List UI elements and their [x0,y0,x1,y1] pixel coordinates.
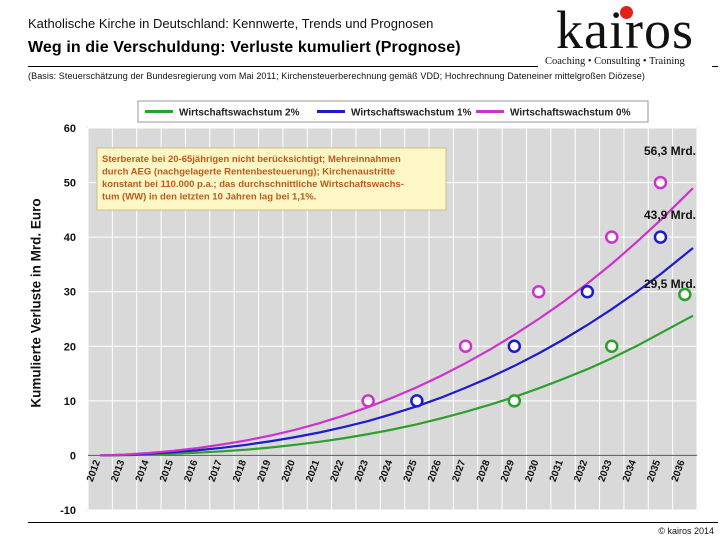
data-marker [580,284,595,299]
data-marker [678,287,692,302]
series-line-end [684,247,694,256]
annotation-line: Sterberate bei 20-65jährigen nicht berüc… [102,154,401,165]
slide-title: Weg in die Verschuldung: Verluste kumuli… [28,39,461,56]
title-rule [28,66,538,67]
series-line-end [684,187,694,197]
y-tick-label: 40 [64,232,76,244]
basis-note: (Basis: Steuerschätzung der Bundesregier… [28,71,645,81]
data-marker [653,175,668,190]
series-line [100,253,686,457]
legend-box [137,100,649,123]
y-tick-label: 60 [64,123,76,135]
data-marker [604,230,619,244]
y-tick-label: 20 [64,341,76,353]
logo-dot [620,6,633,19]
annotation: Sterberate bei 20-65jährigen nicht berüc… [96,147,447,211]
data-marker [361,394,375,408]
data-marker [410,394,424,408]
annotation-line: durch AEG (nachgelagerte Rentenbesteueru… [102,167,395,178]
data-marker [604,339,619,354]
data-marker [531,284,546,299]
annotation-line: tum (WW) in den letzten 10 Jahren lag be… [102,192,316,203]
y-tick-label: 30 [64,287,76,299]
data-marker [507,339,522,354]
series-end-label: 43,9 Mrd. [644,208,696,222]
y-tick-label: 0 [70,450,76,462]
legend-entry: Wirtschaftswachstum 2% [179,108,300,119]
series-end-label: 29,5 Mrd. [644,277,696,291]
annotation-line: konstant bei 110.000 p.a.; das durchschn… [102,179,404,190]
data-marker [653,230,668,244]
copyright: © kairos 2014 [658,526,714,536]
data-marker [507,394,522,408]
y-tick-label: -10 [60,505,76,517]
slide-subtitle: Katholische Kirche in Deutschland: Kennw… [28,16,434,31]
y-tick-label: 10 [64,396,76,408]
data-marker [458,339,473,354]
series-line-end [684,314,694,322]
logo-tagline: Coaching • Consulting • Training [545,56,685,67]
legend-entry: Wirtschaftswachstum 1% [351,108,472,119]
y-tick-label: 50 [64,178,76,190]
series-end-label: 56,3 Mrd. [644,144,696,158]
title-rule-right [712,66,718,67]
annotation-box [96,147,447,211]
series-line [100,319,686,457]
footer-rule [28,522,718,523]
series-line [100,195,686,457]
legend: Wirtschaftswachstum 2% Wirtschaftswachstu… [137,100,649,123]
legend-entry: Wirtschaftswachstum 0% [510,108,631,119]
